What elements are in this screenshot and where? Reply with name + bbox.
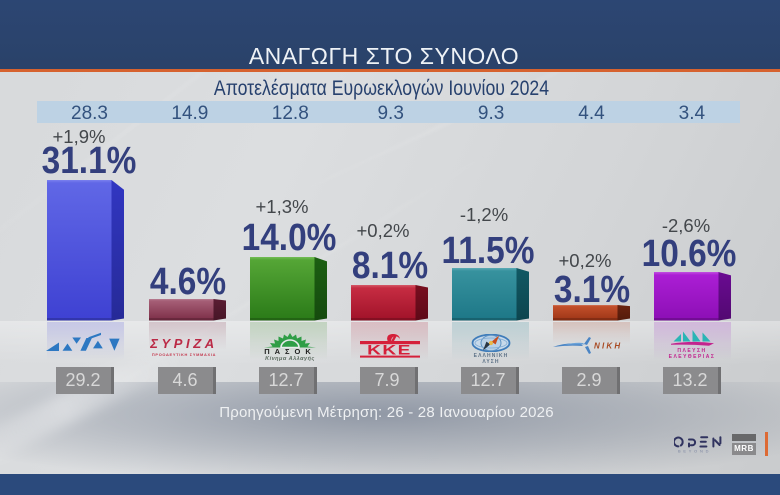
svg-text:ΚΚΕ: ΚΚΕ xyxy=(367,342,412,357)
svg-text:BEYOND: BEYOND xyxy=(678,449,711,454)
svg-text:ΝΙΚΗ: ΝΙΚΗ xyxy=(594,341,622,350)
